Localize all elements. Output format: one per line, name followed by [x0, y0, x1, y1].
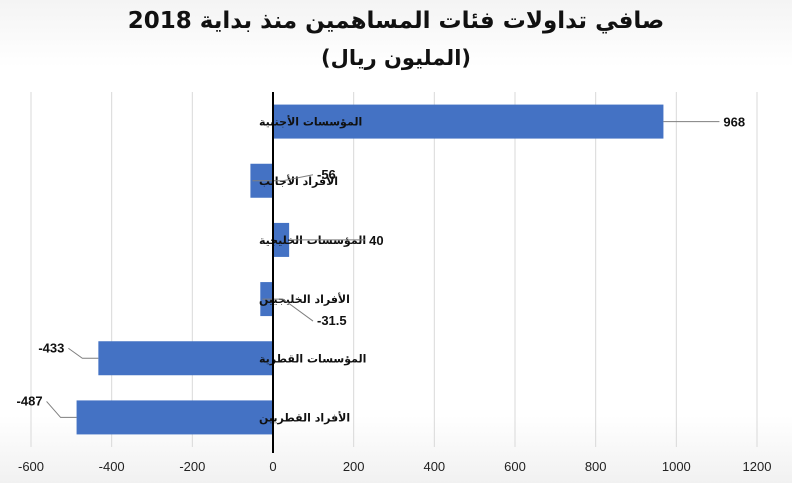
- x-tick-label: 1000: [662, 459, 691, 474]
- category-label: المؤسسات القطرية: [259, 352, 366, 365]
- data-label: -487: [17, 393, 43, 408]
- leader-line: [46, 401, 77, 418]
- data-label: 40: [369, 233, 383, 248]
- bar: [76, 400, 274, 435]
- x-tick-label: 400: [423, 459, 445, 474]
- leader-line: [252, 174, 314, 182]
- x-tick-label: 0: [269, 459, 276, 474]
- leader-line: [68, 347, 99, 359]
- x-tick-label: -400: [99, 459, 125, 474]
- chart-title: صافي تداولات فئات المساهمين منذ بداية 20…: [127, 8, 665, 34]
- x-tick-label: 200: [343, 459, 365, 474]
- data-label: -31.5: [317, 313, 347, 328]
- category-label: الأفراد الخليجيين: [259, 292, 350, 306]
- category-label: المؤسسات الأجنبية: [259, 115, 362, 129]
- bar: [98, 341, 274, 376]
- leader-line: [262, 298, 314, 322]
- x-tick-label: 1200: [743, 459, 772, 474]
- bar: [273, 104, 664, 139]
- data-label: 968: [723, 115, 745, 130]
- bar: [273, 222, 290, 257]
- category-label: الأفراد القطريين: [259, 410, 350, 424]
- x-tick-label: 600: [504, 459, 526, 474]
- data-label: -433: [38, 340, 64, 355]
- data-label: -56: [317, 167, 336, 182]
- category-label: الأفراد الأجانب: [259, 174, 338, 188]
- x-tick-label: -600: [18, 459, 44, 474]
- x-tick-label: 800: [585, 459, 607, 474]
- x-tick-label: -200: [179, 459, 205, 474]
- chart-subtitle: (المليون ريال): [321, 46, 471, 70]
